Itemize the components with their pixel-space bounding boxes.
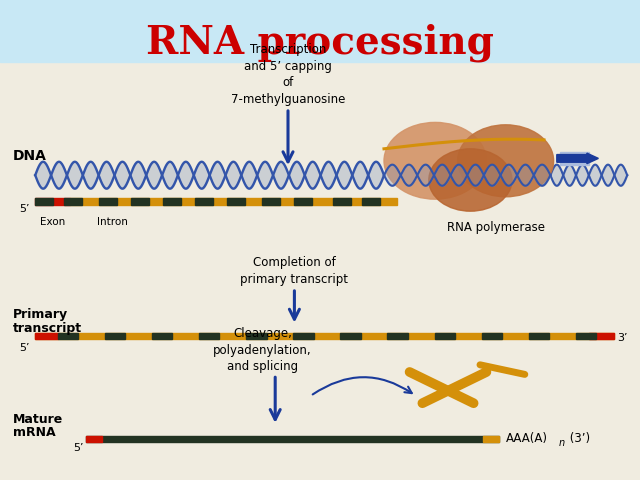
Bar: [483, 436, 499, 443]
Bar: [35, 333, 614, 339]
Text: (3’): (3’): [566, 432, 591, 445]
Text: Completion of
primary transcript: Completion of primary transcript: [241, 256, 348, 286]
Bar: [262, 198, 280, 205]
Bar: [227, 198, 245, 205]
Bar: [35, 198, 53, 205]
Bar: [246, 333, 267, 339]
Text: 5’: 5’: [19, 343, 29, 353]
Bar: [99, 198, 117, 205]
Text: 5’: 5’: [74, 443, 84, 453]
Bar: [340, 333, 361, 339]
Bar: [293, 333, 314, 339]
Bar: [70, 198, 397, 205]
Bar: [387, 333, 408, 339]
Bar: [560, 152, 589, 165]
Bar: [86, 436, 499, 443]
Text: Cleavage,
polyadenylation,
and splicing: Cleavage, polyadenylation, and splicing: [213, 327, 312, 373]
Bar: [482, 333, 502, 339]
Bar: [529, 333, 549, 339]
Bar: [35, 333, 58, 339]
Text: 5’: 5’: [19, 204, 29, 214]
Bar: [199, 333, 220, 339]
Text: Primary: Primary: [13, 308, 68, 321]
Text: Transcription
and 5’ capping
of
7-methylguanosine: Transcription and 5’ capping of 7-methyl…: [231, 43, 345, 106]
Text: DNA: DNA: [13, 149, 47, 163]
FancyArrow shape: [557, 153, 598, 164]
Bar: [333, 198, 351, 205]
Text: transcript: transcript: [13, 322, 82, 336]
Bar: [0, 0, 640, 62]
Circle shape: [429, 149, 512, 211]
Bar: [576, 333, 596, 339]
Bar: [0, 62, 640, 480]
Bar: [105, 333, 125, 339]
Bar: [195, 198, 213, 205]
Circle shape: [458, 125, 554, 197]
Text: RNA polymerase: RNA polymerase: [447, 221, 545, 234]
Bar: [64, 198, 82, 205]
Text: n: n: [559, 438, 565, 448]
Bar: [294, 198, 312, 205]
Bar: [131, 198, 149, 205]
Bar: [86, 436, 102, 443]
Text: Intron: Intron: [97, 217, 127, 227]
Text: mRNA: mRNA: [13, 426, 56, 439]
Text: Exon: Exon: [40, 217, 65, 227]
Bar: [435, 333, 455, 339]
Bar: [152, 333, 172, 339]
Text: 3’: 3’: [618, 334, 628, 343]
Bar: [58, 333, 78, 339]
Text: RNA processing: RNA processing: [146, 24, 494, 62]
Bar: [35, 198, 70, 205]
Bar: [362, 198, 380, 205]
Bar: [163, 198, 181, 205]
Text: AAA(A): AAA(A): [506, 432, 548, 445]
Circle shape: [384, 122, 486, 199]
Text: Mature: Mature: [13, 412, 63, 426]
Bar: [589, 333, 614, 339]
